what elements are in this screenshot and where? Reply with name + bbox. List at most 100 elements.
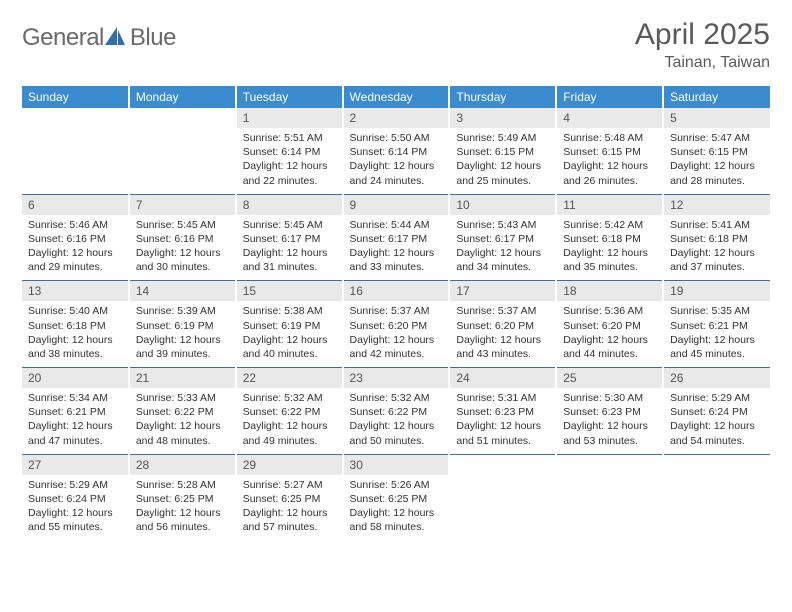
calendar-cell: 30Sunrise: 5:26 AMSunset: 6:25 PMDayligh… [343,454,450,540]
day-details: Sunrise: 5:47 AMSunset: 6:15 PMDaylight:… [664,128,770,194]
sunset-text: Sunset: 6:18 PM [563,232,656,246]
sunrise-text: Sunrise: 5:49 AM [456,131,549,145]
day-number: 4 [557,108,662,128]
daylight-text: Daylight: 12 hours and 30 minutes. [136,246,229,274]
day-details: Sunrise: 5:39 AMSunset: 6:19 PMDaylight:… [130,301,235,367]
calendar-cell: 5Sunrise: 5:47 AMSunset: 6:15 PMDaylight… [663,108,770,194]
sunrise-text: Sunrise: 5:30 AM [563,391,656,405]
weekday-row: Sunday Monday Tuesday Wednesday Thursday… [22,86,770,108]
day-number: 27 [22,455,128,475]
daylight-text: Daylight: 12 hours and 58 minutes. [350,506,443,534]
calendar-cell: 15Sunrise: 5:38 AMSunset: 6:19 PMDayligh… [236,281,343,368]
sunrise-text: Sunrise: 5:42 AM [563,218,656,232]
sunrise-text: Sunrise: 5:33 AM [136,391,229,405]
sunset-text: Sunset: 6:22 PM [136,405,229,419]
day-details: Sunrise: 5:41 AMSunset: 6:18 PMDaylight:… [664,215,770,281]
day-number: 3 [450,108,555,128]
logo-word-general: General [22,24,104,52]
sunrise-text: Sunrise: 5:29 AM [670,391,764,405]
day-number: 23 [344,368,449,388]
sunrise-text: Sunrise: 5:47 AM [670,131,764,145]
calendar-cell: 8Sunrise: 5:45 AMSunset: 6:17 PMDaylight… [236,194,343,281]
calendar-row: 20Sunrise: 5:34 AMSunset: 6:21 PMDayligh… [22,368,770,455]
daylight-text: Daylight: 12 hours and 54 minutes. [670,419,764,447]
day-number: 12 [664,195,770,215]
day-details: Sunrise: 5:45 AMSunset: 6:16 PMDaylight:… [130,215,235,281]
weekday-sunday: Sunday [22,86,129,108]
day-details: Sunrise: 5:38 AMSunset: 6:19 PMDaylight:… [237,301,342,367]
sunset-text: Sunset: 6:20 PM [563,319,656,333]
sunrise-text: Sunrise: 5:32 AM [243,391,336,405]
calendar-cell: 26Sunrise: 5:29 AMSunset: 6:24 PMDayligh… [663,368,770,455]
sunrise-text: Sunrise: 5:46 AM [28,218,122,232]
daylight-text: Daylight: 12 hours and 49 minutes. [243,419,336,447]
sunrise-text: Sunrise: 5:48 AM [563,131,656,145]
day-details: Sunrise: 5:42 AMSunset: 6:18 PMDaylight:… [557,215,662,281]
sunrise-text: Sunrise: 5:35 AM [670,304,764,318]
sunrise-text: Sunrise: 5:40 AM [28,304,122,318]
calendar-cell: 14Sunrise: 5:39 AMSunset: 6:19 PMDayligh… [129,281,236,368]
day-number: 10 [450,195,555,215]
day-number: 22 [237,368,342,388]
day-details: Sunrise: 5:51 AMSunset: 6:14 PMDaylight:… [237,128,342,194]
daylight-text: Daylight: 12 hours and 22 minutes. [243,159,336,187]
day-number: 11 [557,195,662,215]
calendar-cell: 24Sunrise: 5:31 AMSunset: 6:23 PMDayligh… [449,368,556,455]
daylight-text: Daylight: 12 hours and 50 minutes. [350,419,443,447]
daylight-text: Daylight: 12 hours and 57 minutes. [243,506,336,534]
daylight-text: Daylight: 12 hours and 43 minutes. [456,333,549,361]
sunrise-text: Sunrise: 5:41 AM [670,218,764,232]
daylight-text: Daylight: 12 hours and 38 minutes. [28,333,122,361]
calendar-cell [129,108,236,194]
daylight-text: Daylight: 12 hours and 26 minutes. [563,159,656,187]
sunset-text: Sunset: 6:21 PM [670,319,764,333]
daylight-text: Daylight: 12 hours and 31 minutes. [243,246,336,274]
day-number: 15 [237,281,342,301]
weekday-monday: Monday [129,86,236,108]
calendar-cell: 12Sunrise: 5:41 AMSunset: 6:18 PMDayligh… [663,194,770,281]
day-number: 13 [22,281,128,301]
calendar-cell: 21Sunrise: 5:33 AMSunset: 6:22 PMDayligh… [129,368,236,455]
logo: General Blue [22,24,176,52]
daylight-text: Daylight: 12 hours and 45 minutes. [670,333,764,361]
day-number: 6 [22,195,128,215]
day-details: Sunrise: 5:34 AMSunset: 6:21 PMDaylight:… [22,388,128,454]
sunrise-text: Sunrise: 5:39 AM [136,304,229,318]
sunset-text: Sunset: 6:24 PM [28,492,122,506]
day-details: Sunrise: 5:28 AMSunset: 6:25 PMDaylight:… [130,475,235,541]
sunrise-text: Sunrise: 5:28 AM [136,478,229,492]
day-details: Sunrise: 5:29 AMSunset: 6:24 PMDaylight:… [664,388,770,454]
daylight-text: Daylight: 12 hours and 40 minutes. [243,333,336,361]
sunset-text: Sunset: 6:19 PM [243,319,336,333]
sunrise-text: Sunrise: 5:34 AM [28,391,122,405]
daylight-text: Daylight: 12 hours and 48 minutes. [136,419,229,447]
sunrise-text: Sunrise: 5:37 AM [350,304,443,318]
day-number: 9 [344,195,449,215]
calendar-cell: 22Sunrise: 5:32 AMSunset: 6:22 PMDayligh… [236,368,343,455]
sunset-text: Sunset: 6:20 PM [456,319,549,333]
sunrise-text: Sunrise: 5:31 AM [456,391,549,405]
day-details: Sunrise: 5:46 AMSunset: 6:16 PMDaylight:… [22,215,128,281]
sunset-text: Sunset: 6:18 PM [28,319,122,333]
calendar-cell: 20Sunrise: 5:34 AMSunset: 6:21 PMDayligh… [22,368,129,455]
calendar-cell: 1Sunrise: 5:51 AMSunset: 6:14 PMDaylight… [236,108,343,194]
day-number: 20 [22,368,128,388]
daylight-text: Daylight: 12 hours and 33 minutes. [350,246,443,274]
calendar-cell: 6Sunrise: 5:46 AMSunset: 6:16 PMDaylight… [22,194,129,281]
day-number: 7 [130,195,235,215]
sunset-text: Sunset: 6:16 PM [136,232,229,246]
weekday-wednesday: Wednesday [343,86,450,108]
day-details: Sunrise: 5:31 AMSunset: 6:23 PMDaylight:… [450,388,555,454]
day-number: 28 [130,455,235,475]
sunset-text: Sunset: 6:23 PM [456,405,549,419]
calendar-cell: 16Sunrise: 5:37 AMSunset: 6:20 PMDayligh… [343,281,450,368]
day-number: 1 [237,108,342,128]
sunrise-text: Sunrise: 5:36 AM [563,304,656,318]
sunset-text: Sunset: 6:14 PM [350,145,443,159]
sunset-text: Sunset: 6:25 PM [350,492,443,506]
daylight-text: Daylight: 12 hours and 51 minutes. [456,419,549,447]
calendar-cell: 11Sunrise: 5:42 AMSunset: 6:18 PMDayligh… [556,194,663,281]
day-number: 17 [450,281,555,301]
sunrise-text: Sunrise: 5:44 AM [350,218,443,232]
calendar-row: 13Sunrise: 5:40 AMSunset: 6:18 PMDayligh… [22,281,770,368]
